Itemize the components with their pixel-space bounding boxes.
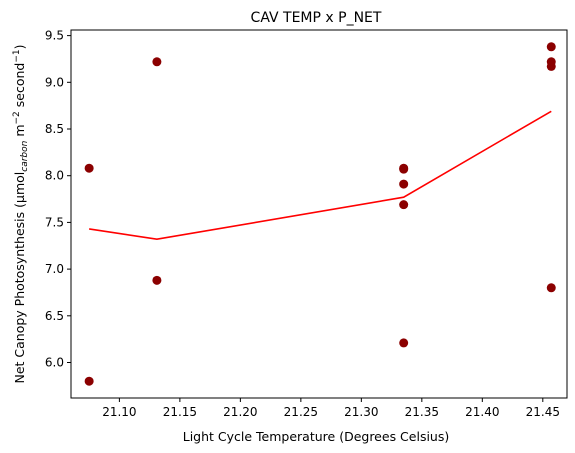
data-point [399,338,409,348]
data-point [399,200,409,210]
y-axis: 6.0 6.5 7.0 7.5 8.0 8.5 9.0 9.5 [45,29,71,370]
data-point [152,57,162,67]
y-tick-label: 7.5 [45,215,64,229]
x-tick-label: 21.25 [284,405,318,419]
trend-line [89,110,552,241]
x-axis: 21.10 21.15 21.20 21.25 21.30 21.35 21.40 21.45 [102,398,560,419]
x-axis-label: Light Cycle Temperature (Degrees Celsius… [183,429,450,444]
data-point [546,283,556,293]
x-tick-label: 21.35 [405,405,439,419]
x-tick-label: 21.30 [344,405,378,419]
data-point [546,61,556,71]
x-tick-label: 21.20 [223,405,257,419]
chart-title: CAV TEMP x P_NET [251,10,382,26]
data-point [84,163,94,173]
y-axis-label: Net Canopy Photosynthesis (μmolcarbon m−… [12,44,30,383]
plot-frame [70,29,568,399]
x-tick-label: 21.40 [465,405,499,419]
data-point [546,42,556,52]
y-tick-label: 6.5 [45,309,64,323]
data-point [399,179,409,189]
y-tick-label: 9.5 [45,29,64,43]
data-point [84,376,94,386]
x-tick-label: 21.45 [526,405,560,419]
y-tick-label: 9.0 [45,75,64,89]
y-tick-label: 7.0 [45,262,64,276]
x-tick-label: 21.10 [102,405,136,419]
data-point [152,275,162,285]
data-point [399,164,409,174]
y-tick-label: 6.0 [45,356,64,370]
y-tick-label: 8.0 [45,169,64,183]
plot-area [84,42,556,386]
y-tick-label: 8.5 [45,122,64,136]
x-tick-label: 21.15 [163,405,197,419]
